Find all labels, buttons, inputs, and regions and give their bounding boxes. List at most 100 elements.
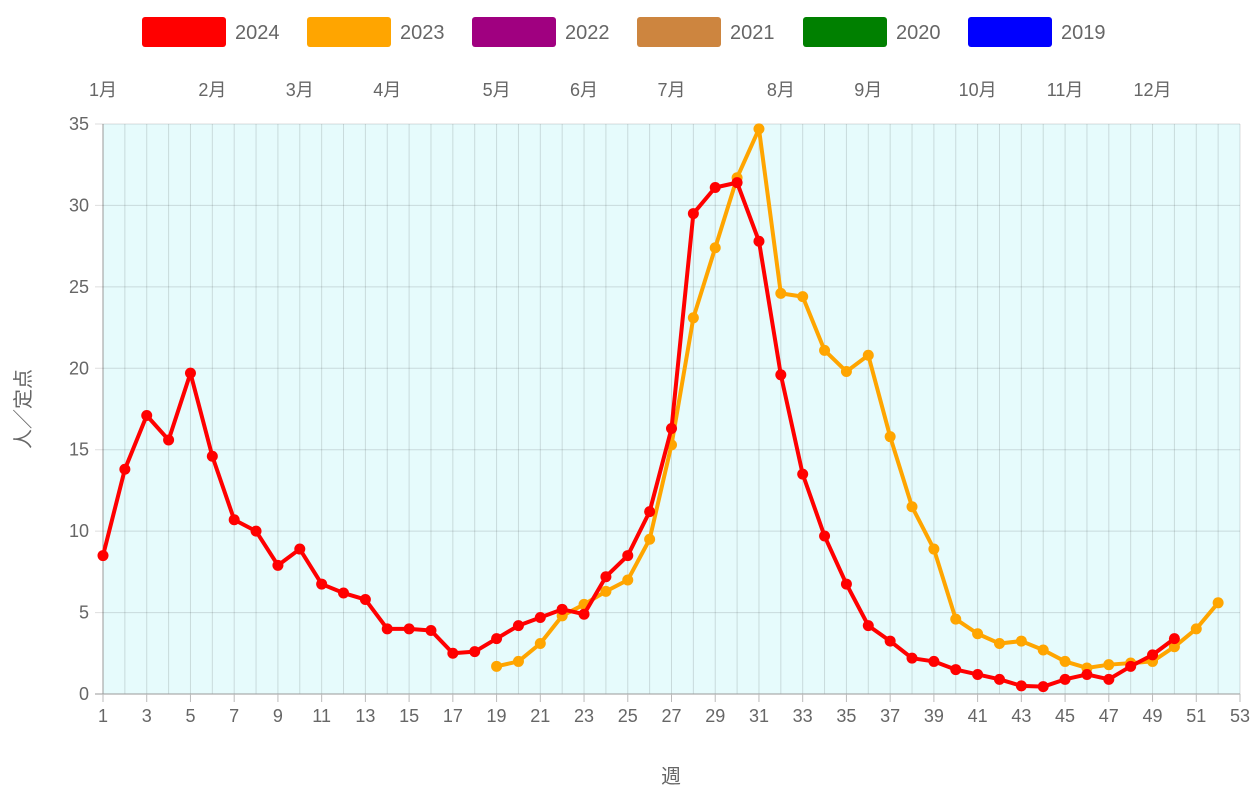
x-tick-label: 23 [574,706,594,726]
data-point-2023-week-45 [1059,655,1071,667]
data-point-2024-week-44 [1037,681,1049,693]
data-point-2024-week-8 [250,525,262,537]
legend-item-2024[interactable]: 2024 [142,17,280,47]
data-point-2024-week-42 [993,673,1005,685]
legend-label: 2020 [896,22,941,44]
data-point-2023-week-36 [862,349,874,361]
x-tick-label: 19 [487,706,507,726]
y-tick-label: 25 [69,277,89,297]
x-tick-label: 3 [142,706,152,726]
data-point-2023-week-35 [840,366,852,378]
x-tick-label: 7 [229,706,239,726]
x-tick-label: 15 [399,706,419,726]
data-point-2024-week-36 [862,620,874,632]
month-label: 4月 [373,80,401,100]
x-tick-label: 21 [530,706,550,726]
data-point-2023-week-39 [928,543,940,555]
data-point-2024-week-6 [206,450,218,462]
data-point-2024-week-34 [819,530,831,542]
data-point-2024-week-24 [600,571,612,583]
data-point-2024-week-25 [622,550,634,562]
data-point-2023-week-51 [1190,623,1202,635]
month-label: 1月 [89,80,117,100]
data-point-2024-week-19 [491,633,503,645]
x-tick-label: 31 [749,706,769,726]
x-tick-label: 11 [312,706,331,726]
x-tick-label: 45 [1055,706,1075,726]
data-point-2024-week-13 [359,594,371,606]
data-point-2024-week-21 [534,611,546,623]
data-point-2024-week-49 [1147,649,1159,661]
data-point-2024-week-47 [1103,673,1115,685]
data-point-2024-week-4 [163,434,175,446]
data-point-2024-week-17 [447,647,459,659]
data-point-2023-week-44 [1037,644,1049,656]
data-point-2023-week-26 [644,533,656,545]
y-axis: 0 5 10 15 20 25 30 35 [69,114,89,704]
data-point-2023-week-31 [753,123,765,135]
legend-item-2020[interactable]: 2020 [803,17,941,47]
data-point-2024-week-35 [840,578,852,590]
x-tick-label: 39 [924,706,944,726]
data-point-2023-week-20 [512,655,524,667]
data-point-2024-week-28 [687,208,699,220]
data-point-2024-week-33 [797,468,809,480]
legend-item-2019[interactable]: 2019 [968,17,1106,47]
x-tick-label: 25 [618,706,638,726]
legend-label: 2023 [400,22,445,44]
data-point-2024-week-26 [644,506,656,518]
data-point-2024-week-23 [578,608,590,620]
data-point-2024-week-29 [709,182,721,194]
x-axis-label: 週 [661,765,681,788]
x-tick-label: 13 [355,706,375,726]
month-label: 3月 [286,80,314,100]
y-tick-label: 20 [69,358,89,378]
y-tick-label: 30 [69,195,89,215]
data-point-2024-week-12 [338,587,350,599]
data-point-2024-week-18 [469,646,481,658]
data-point-2023-week-42 [993,638,1005,650]
data-point-2024-week-22 [556,603,568,615]
x-tick-label: 17 [443,706,463,726]
y-tick-label: 35 [69,114,89,134]
x-tick-label: 49 [1143,706,1163,726]
data-point-2024-week-7 [228,514,240,526]
data-point-2023-week-25 [622,574,634,586]
legend-item-2022[interactable]: 2022 [472,17,610,47]
legend-label: 2024 [235,22,280,44]
data-point-2024-week-16 [425,624,437,636]
data-point-2023-week-41 [972,628,984,640]
month-label: 5月 [483,80,511,100]
month-label: 7月 [657,80,685,100]
y-axis-label: 人／定点 [12,369,35,449]
data-point-2023-week-37 [884,431,896,443]
legend-swatch [803,17,887,47]
data-point-2024-week-38 [906,652,918,664]
data-point-2024-week-3 [141,410,153,422]
month-label: 2月 [198,80,226,100]
x-tick-label: 29 [705,706,725,726]
data-point-2024-week-9 [272,559,284,571]
x-tick-label: 1 [98,706,108,726]
month-label: 6月 [570,80,598,100]
x-tick-label: 47 [1099,706,1119,726]
month-label: 11月 [1047,80,1084,100]
data-point-2024-week-11 [316,578,328,590]
x-tick-label: 9 [273,706,283,726]
x-tick-label: 41 [968,706,988,726]
y-tick-label: 15 [69,440,89,460]
y-tick-label: 10 [69,521,89,541]
legend-item-2023[interactable]: 2023 [307,17,445,47]
legend-label: 2021 [730,22,775,44]
data-point-2023-week-47 [1103,659,1115,671]
data-point-2024-week-15 [403,623,415,635]
data-point-2023-week-24 [600,585,612,597]
month-label: 8月 [767,80,795,100]
legend-swatch [142,17,226,47]
legend-item-2021[interactable]: 2021 [637,17,775,47]
data-point-2023-week-34 [819,344,831,356]
x-tick-label: 5 [185,706,195,726]
legend-swatch [637,17,721,47]
y-tick-label: 0 [79,684,89,704]
